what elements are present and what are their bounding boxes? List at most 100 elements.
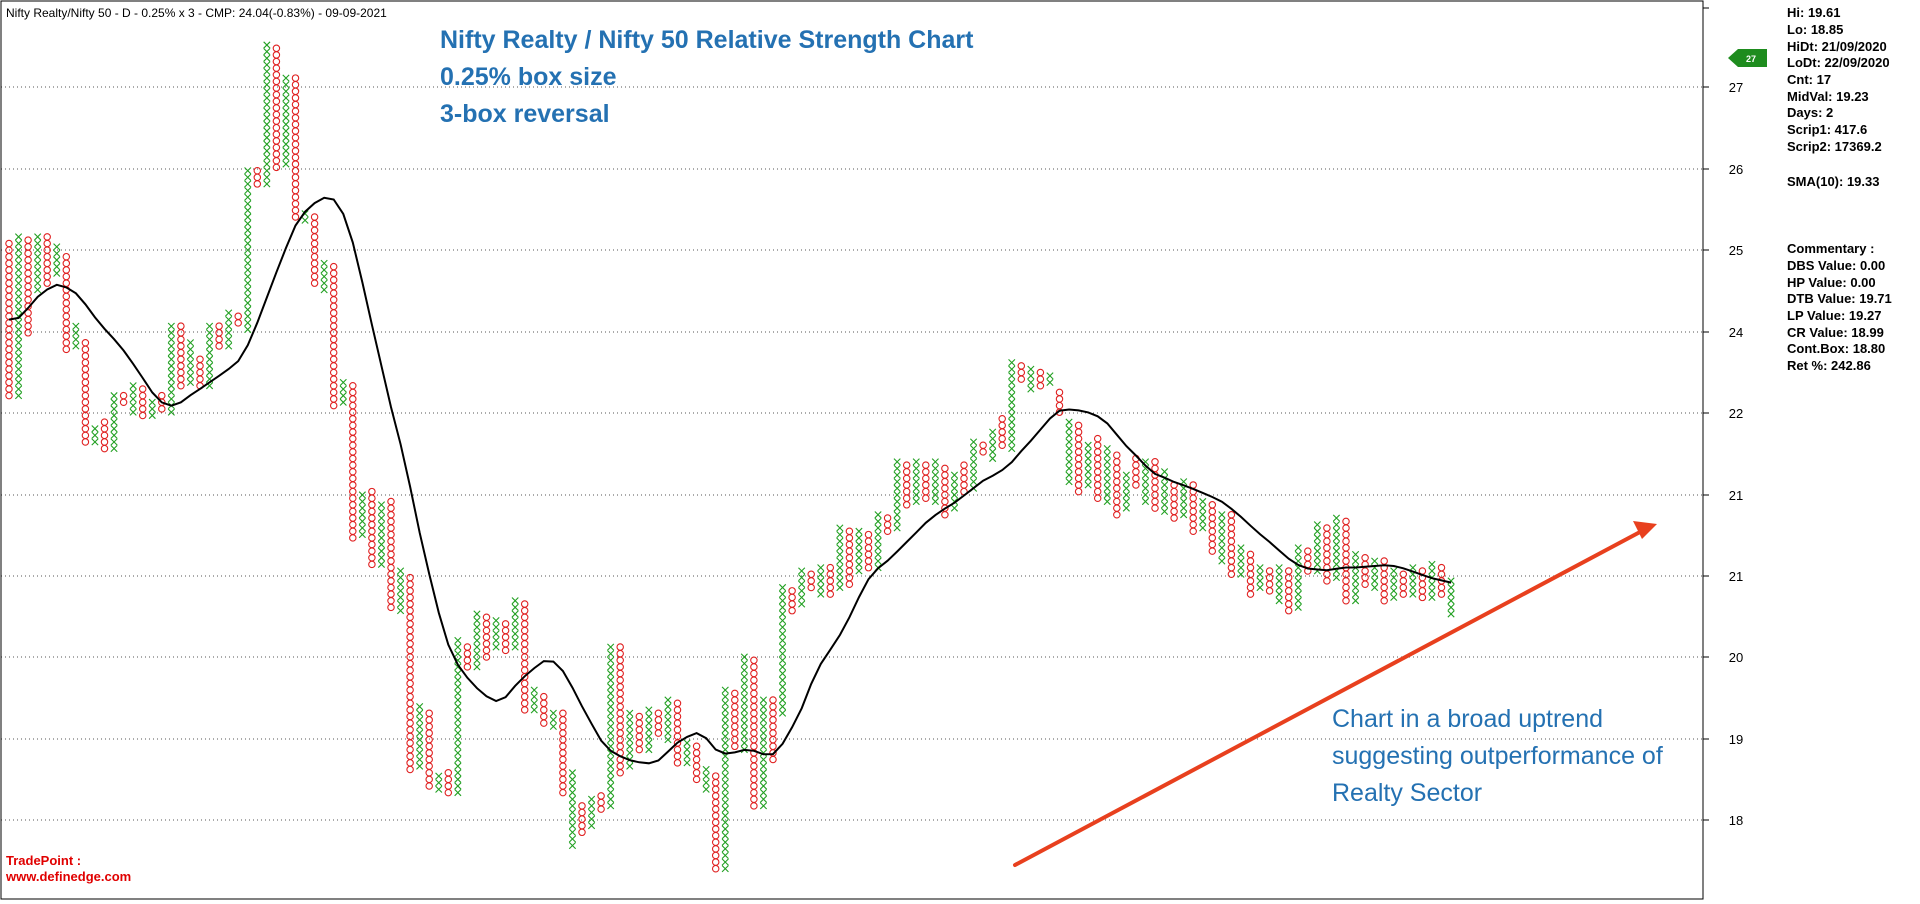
x-box <box>244 272 252 281</box>
x-column <box>645 706 653 754</box>
x-column <box>740 653 748 754</box>
x-box <box>607 696 615 704</box>
cmp-price-tag <box>1728 49 1767 67</box>
x-box <box>740 732 748 740</box>
x-box <box>607 795 615 803</box>
x-box <box>1008 385 1016 393</box>
x-box <box>416 709 424 717</box>
x-box <box>377 501 386 509</box>
x-box <box>1065 425 1073 433</box>
x-box <box>244 239 252 248</box>
x-box <box>186 339 195 347</box>
o-box <box>425 782 433 790</box>
x-box <box>14 253 23 261</box>
x-box <box>1332 534 1341 542</box>
x-column <box>1275 564 1283 605</box>
x-box <box>282 127 290 135</box>
x-box <box>454 716 462 724</box>
x-box <box>1428 587 1436 595</box>
x-box <box>282 94 290 102</box>
x-box <box>607 703 615 711</box>
x-box <box>186 352 195 360</box>
x-box <box>358 491 366 499</box>
stat-scrip2: Scrip2: 17369.2 <box>1787 139 1882 154</box>
x-box <box>740 726 748 734</box>
x-box <box>1275 590 1283 598</box>
x-box <box>874 550 882 559</box>
commentary-lp: LP Value: 19.27 <box>1787 308 1881 323</box>
o-box <box>692 775 701 784</box>
o-column <box>941 464 949 519</box>
x-box <box>664 709 672 717</box>
x-box <box>740 653 748 661</box>
x-box <box>263 180 271 188</box>
x-box <box>1332 540 1341 549</box>
x-box <box>435 785 443 793</box>
x-box <box>893 511 901 519</box>
x-box <box>129 382 137 390</box>
x-box <box>1313 527 1321 535</box>
o-box <box>368 560 376 569</box>
x-box <box>778 703 787 711</box>
o-column <box>559 709 567 797</box>
x-box <box>1371 583 1379 592</box>
o-box <box>711 864 720 873</box>
commentary-ret: Ret %: 242.86 <box>1787 358 1871 373</box>
trend-arrow-head <box>1633 521 1657 539</box>
x-box <box>396 587 405 595</box>
o-column <box>520 600 529 714</box>
o-column <box>1284 567 1293 615</box>
x-box <box>950 484 959 492</box>
x-box <box>244 226 252 234</box>
o-box <box>444 788 453 797</box>
x-box <box>244 213 252 221</box>
o-column <box>100 418 109 453</box>
o-column <box>349 381 357 542</box>
x-box <box>511 610 519 618</box>
x-box <box>377 514 386 522</box>
x-box <box>454 755 462 764</box>
x-box <box>263 61 271 69</box>
x-box <box>931 464 939 473</box>
x-box <box>14 332 23 340</box>
x-box <box>778 656 787 664</box>
o-column <box>1323 524 1331 585</box>
x-box <box>702 785 710 793</box>
x-box <box>530 706 538 714</box>
x-box <box>778 617 787 625</box>
o-column <box>731 689 739 751</box>
x-box <box>587 815 596 823</box>
x-box <box>167 342 175 350</box>
x-box <box>454 696 462 704</box>
x-box <box>1294 590 1302 598</box>
o-box <box>941 510 949 519</box>
o-box <box>1380 596 1388 605</box>
x-box <box>530 686 538 694</box>
x-box <box>186 365 195 373</box>
x-box <box>473 623 481 631</box>
o-box <box>826 590 835 598</box>
x-box <box>759 729 768 737</box>
x-box <box>950 491 959 499</box>
x-box <box>244 292 252 300</box>
x-box <box>53 269 61 277</box>
x-box <box>568 822 577 830</box>
x-box <box>1065 444 1073 453</box>
x-column <box>721 686 729 873</box>
x-box <box>607 676 615 684</box>
x-box <box>1428 560 1436 568</box>
x-box <box>1065 438 1073 446</box>
x-box <box>244 233 252 241</box>
x-column <box>511 597 519 651</box>
o-box <box>482 653 491 661</box>
x-box <box>759 802 768 810</box>
x-column <box>798 567 806 608</box>
x-box <box>244 306 252 314</box>
o-box <box>5 391 13 400</box>
o-box <box>1246 590 1255 598</box>
x-column <box>989 428 997 463</box>
x-box <box>969 471 978 479</box>
y-tick-label: 26 <box>1729 162 1743 177</box>
x-box <box>1065 471 1073 479</box>
x-box <box>511 617 519 625</box>
